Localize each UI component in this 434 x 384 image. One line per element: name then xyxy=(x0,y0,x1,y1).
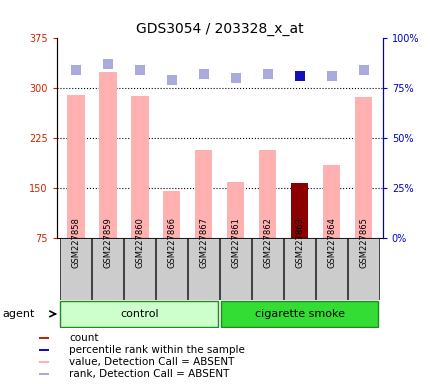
Bar xyxy=(221,301,377,327)
Text: GSM227866: GSM227866 xyxy=(167,217,176,268)
Point xyxy=(168,77,175,83)
Text: count: count xyxy=(69,333,98,343)
Point xyxy=(296,73,302,79)
Point xyxy=(136,67,143,73)
Text: cigarette smoke: cigarette smoke xyxy=(254,309,344,319)
Text: GSM227860: GSM227860 xyxy=(135,217,144,268)
Bar xyxy=(39,373,49,375)
Bar xyxy=(92,238,123,300)
Bar xyxy=(284,238,314,300)
Bar xyxy=(220,238,250,300)
Bar xyxy=(39,361,49,363)
Point xyxy=(263,71,270,78)
Point xyxy=(104,61,111,68)
Bar xyxy=(188,238,219,300)
Text: GSM227861: GSM227861 xyxy=(230,217,240,268)
Bar xyxy=(322,165,340,238)
Text: GSM227859: GSM227859 xyxy=(103,217,112,268)
Bar xyxy=(348,238,378,300)
Point xyxy=(200,71,207,78)
Text: GSM227863: GSM227863 xyxy=(294,217,303,268)
Bar xyxy=(252,238,283,300)
Bar xyxy=(316,238,346,300)
Point xyxy=(232,75,239,81)
Text: GSM227865: GSM227865 xyxy=(358,217,367,268)
Bar xyxy=(258,149,276,238)
Text: GSM227862: GSM227862 xyxy=(263,217,272,268)
Point xyxy=(72,67,79,73)
Point xyxy=(327,73,334,79)
Bar xyxy=(124,238,155,300)
Bar xyxy=(354,97,372,238)
Text: control: control xyxy=(120,309,159,319)
Text: percentile rank within the sample: percentile rank within the sample xyxy=(69,345,244,355)
Bar xyxy=(227,182,244,238)
Bar xyxy=(60,238,91,300)
Bar xyxy=(99,72,116,238)
Bar xyxy=(131,96,148,238)
Bar xyxy=(290,183,308,238)
Bar xyxy=(39,337,49,339)
Bar xyxy=(194,149,212,238)
Bar xyxy=(67,95,84,238)
Bar xyxy=(39,349,49,351)
Text: rank, Detection Call = ABSENT: rank, Detection Call = ABSENT xyxy=(69,369,229,379)
Point xyxy=(359,67,366,73)
Text: GSM227867: GSM227867 xyxy=(199,217,208,268)
Text: GSM227864: GSM227864 xyxy=(326,217,335,268)
Text: value, Detection Call = ABSENT: value, Detection Call = ABSENT xyxy=(69,357,234,367)
Bar xyxy=(59,301,217,327)
Bar xyxy=(162,192,180,238)
Text: GSM227858: GSM227858 xyxy=(71,217,80,268)
Text: agent: agent xyxy=(2,309,34,319)
Title: GDS3054 / 203328_x_at: GDS3054 / 203328_x_at xyxy=(135,22,303,36)
Bar xyxy=(156,238,187,300)
